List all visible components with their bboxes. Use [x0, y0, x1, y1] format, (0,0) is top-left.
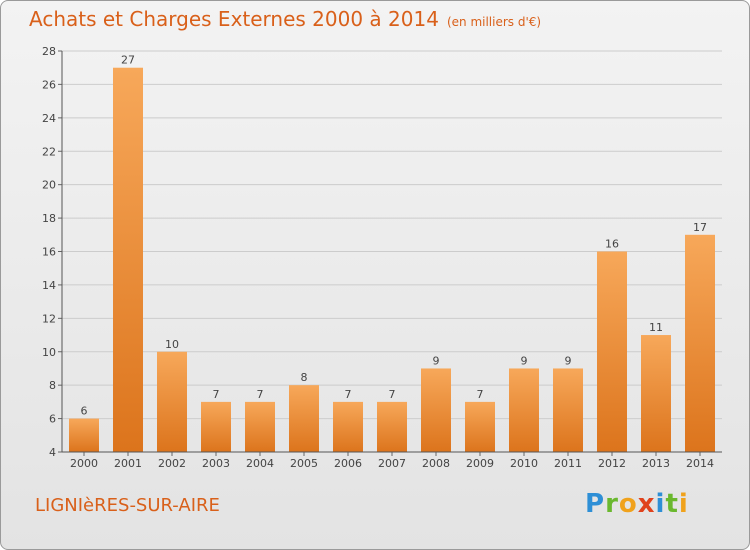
- y-tick-label: 10: [42, 346, 56, 359]
- logo-letter: x: [637, 489, 656, 519]
- unit-note: (en milliers d'€): [446, 15, 542, 29]
- data-label: 10: [165, 338, 179, 351]
- proxiti-logo: Proxiti: [585, 489, 689, 519]
- x-tick-label: 2011: [554, 457, 582, 470]
- logo-letter: i: [678, 489, 689, 519]
- data-label: 9: [521, 354, 528, 367]
- y-tick-label: 14: [42, 279, 56, 292]
- y-tick-label: 8: [49, 379, 56, 392]
- data-label: 7: [257, 388, 264, 401]
- x-tick-label: 2005: [290, 457, 318, 470]
- bar: [289, 385, 319, 452]
- data-label: 7: [345, 388, 352, 401]
- x-tick-label: 2001: [114, 457, 142, 470]
- y-tick-label: 20: [42, 179, 56, 192]
- bar: [245, 401, 275, 452]
- data-label: 6: [81, 405, 88, 418]
- data-label: 27: [121, 54, 135, 67]
- x-tick-label: 2013: [642, 457, 670, 470]
- x-tick-label: 2002: [158, 457, 186, 470]
- bar: [641, 335, 671, 452]
- bar: [377, 401, 407, 452]
- data-label: 17: [693, 221, 707, 234]
- x-tick-label: 2008: [422, 457, 450, 470]
- data-label: 7: [477, 388, 484, 401]
- logo-letter: t: [665, 489, 679, 519]
- bar: [421, 368, 451, 452]
- bar: [553, 368, 583, 452]
- y-tick-label: 22: [42, 145, 56, 158]
- y-tick-label: 6: [49, 413, 56, 426]
- bar: [509, 368, 539, 452]
- bar: [69, 418, 99, 452]
- bar: [685, 234, 715, 452]
- y-tick-label: 28: [42, 45, 56, 58]
- bar: [157, 351, 187, 452]
- data-label: 9: [433, 354, 440, 367]
- x-tick-label: 2000: [70, 457, 98, 470]
- data-label: 9: [565, 354, 572, 367]
- y-tick-label: 18: [42, 212, 56, 225]
- data-label: 7: [213, 388, 220, 401]
- logo-letter: o: [618, 489, 638, 519]
- x-tick-label: 2004: [246, 457, 274, 470]
- x-tick-label: 2006: [334, 457, 362, 470]
- data-label: 8: [301, 371, 308, 384]
- data-label: 16: [605, 238, 619, 251]
- x-tick-label: 2003: [202, 457, 230, 470]
- place-name: LIGNIèRES-SUR-AIRE: [35, 495, 220, 516]
- bar: [333, 401, 363, 452]
- x-tick-label: 2007: [378, 457, 406, 470]
- logo-letter: P: [585, 489, 606, 519]
- y-tick-label: 16: [42, 246, 56, 259]
- bar: [201, 401, 231, 452]
- bar: [465, 401, 495, 452]
- logo-letter: r: [605, 489, 619, 519]
- y-tick-label: 24: [42, 112, 56, 125]
- x-tick-label: 2012: [598, 457, 626, 470]
- y-tick-label: 12: [42, 312, 56, 325]
- y-tick-label: 4: [49, 446, 56, 459]
- chart-title: Achats et Charges Externes 2000 à 2014 (e…: [29, 7, 541, 31]
- title-text: Achats et Charges Externes 2000 à 2014: [29, 7, 439, 31]
- bar: [597, 251, 627, 452]
- x-tick-label: 2009: [466, 457, 494, 470]
- data-label: 7: [389, 388, 396, 401]
- x-tick-label: 2014: [686, 457, 714, 470]
- logo-letter: i: [655, 489, 666, 519]
- data-label: 11: [649, 321, 663, 334]
- y-tick-label: 26: [42, 78, 56, 91]
- x-tick-label: 2010: [510, 457, 538, 470]
- bar: [113, 67, 143, 452]
